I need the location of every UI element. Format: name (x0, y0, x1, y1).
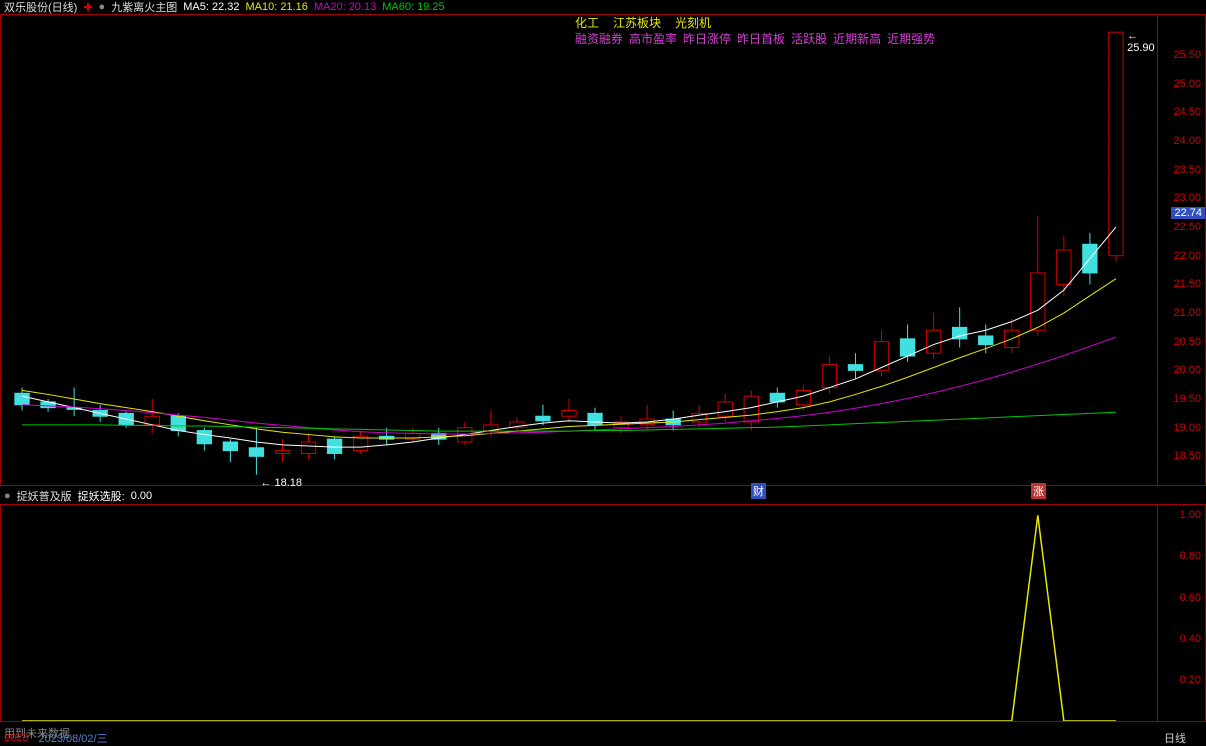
ma60-label: MA60: 19.25 (382, 1, 444, 13)
y-tick-label: 25.00 (1173, 78, 1201, 90)
sub-metric-label: 捉妖选股: (78, 488, 125, 504)
cross-icon: ✚ (83, 1, 92, 14)
main-y-axis: 22.74 18.50 19.00 19.50 20.00 20.50 21.00 21.5… (1158, 14, 1206, 486)
chart-footer: 用到未来数据 (0, 722, 1206, 744)
y-tick-label: 0.20 (1180, 674, 1201, 686)
y-tick-label: 23.00 (1173, 192, 1201, 204)
high-price-annotation: ← 25.90 (1127, 30, 1157, 54)
y-tick-label: 0.40 (1180, 633, 1201, 645)
y-tick-label: 19.00 (1173, 422, 1201, 434)
indicator-name: 九紫离火主图 (111, 0, 177, 15)
y-tick-label: 25.50 (1173, 49, 1201, 61)
circle-icon: ● (4, 490, 11, 502)
y-tick-label: 24.00 (1173, 135, 1201, 147)
y-tick-label: 0.80 (1180, 550, 1201, 562)
y-tick-label: 0.60 (1180, 592, 1201, 604)
y-tick-label: 1.00 (1180, 509, 1201, 521)
sub-y-axis: 0.20 0.40 0.60 0.80 1.00 (1158, 504, 1206, 722)
sub-indicator-name: 捉妖普及版 (17, 488, 72, 504)
low-price-annotation: ← 18.18 (260, 477, 302, 489)
ma20-label: MA20: 20.13 (314, 1, 376, 13)
sub-indicator-chart[interactable] (0, 504, 1158, 722)
circle-icon: ● (99, 1, 106, 13)
y-tick-label: 23.50 (1173, 164, 1201, 176)
stock-name: 双乐股份(日线) (4, 0, 77, 15)
current-price-marker: 22.74 (1171, 207, 1205, 219)
footer-year: 2023 (4, 732, 28, 744)
ma5-label: MA5: 22.32 (183, 1, 239, 13)
y-tick-label: 20.50 (1173, 336, 1201, 348)
main-candlestick-chart[interactable]: ← 25.90 ← 18.18 财涨 (0, 14, 1158, 486)
chart-header: 双乐股份(日线) ✚ ● 九紫离火主图 MA5: 22.32 MA10: 21.… (0, 0, 1206, 14)
ma10-label: MA10: 21.16 (245, 1, 307, 13)
y-tick-label: 21.50 (1173, 278, 1201, 290)
y-tick-label: 24.50 (1173, 106, 1201, 118)
y-tick-label: 21.00 (1173, 307, 1201, 319)
y-tick-label: 18.50 (1173, 450, 1201, 462)
y-tick-label: 19.50 (1173, 393, 1201, 405)
sub-indicator-header: ● 捉妖普及版 捉妖选股: 0.00 (0, 488, 1206, 504)
y-tick-label: 20.00 (1173, 364, 1201, 376)
y-tick-label: 22.00 (1173, 250, 1201, 262)
sub-metric-value: 0.00 (131, 490, 152, 502)
y-tick-label: 22.50 (1173, 221, 1201, 233)
